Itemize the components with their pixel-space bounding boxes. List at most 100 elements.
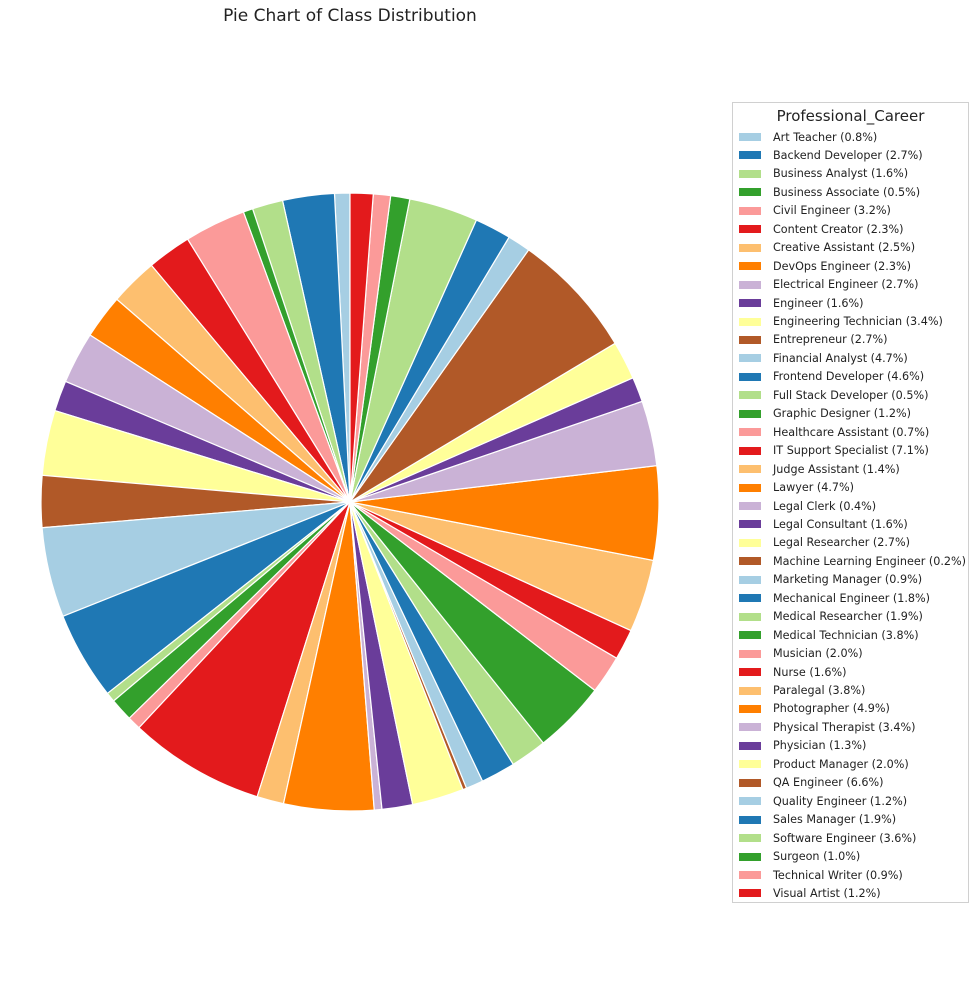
legend-label: Medical Technician (3.8%) — [773, 628, 919, 642]
legend-swatch — [739, 649, 761, 658]
legend-label: Machine Learning Engineer (0.2%) — [773, 554, 967, 568]
legend-item: Physician (1.3%) — [739, 738, 866, 754]
legend-swatch — [739, 852, 761, 861]
legend-label: Software Engineer (3.6%) — [773, 831, 917, 845]
legend-item: Backend Developer (2.7%) — [739, 147, 923, 163]
legend-item: Visual Artist (1.2%) — [739, 885, 881, 901]
chart-title: Pie Chart of Class Distribution — [223, 6, 477, 26]
legend-swatch — [739, 741, 761, 750]
legend-label: Legal Clerk (0.4%) — [773, 499, 877, 513]
legend-item: Lawyer (4.7%) — [739, 480, 854, 496]
legend-swatch — [739, 299, 761, 308]
legend-label: Full Stack Developer (0.5%) — [773, 388, 929, 402]
legend-swatch — [739, 704, 761, 713]
legend-label: Business Associate (0.5%) — [773, 185, 921, 199]
legend-swatch — [739, 409, 761, 418]
legend-swatch — [739, 889, 761, 898]
legend-item: Legal Researcher (2.7%) — [739, 535, 910, 551]
legend-swatch — [739, 262, 761, 271]
legend-label: Judge Assistant (1.4%) — [773, 462, 900, 476]
legend-item: Quality Engineer (1.2%) — [739, 793, 907, 809]
legend-swatch — [739, 575, 761, 584]
legend-swatch — [739, 280, 761, 289]
legend-label: Physician (1.3%) — [773, 739, 867, 753]
legend-label: Electrical Engineer (2.7%) — [773, 278, 919, 292]
legend-item: Photographer (4.9%) — [739, 701, 890, 717]
legend-label: Marketing Manager (0.9%) — [773, 573, 923, 587]
legend-swatch — [739, 354, 761, 363]
legend-swatch — [739, 668, 761, 677]
legend-item: Technical Writer (0.9%) — [739, 867, 903, 883]
legend-swatch — [739, 169, 761, 178]
legend-label: Creative Assistant (2.5%) — [773, 241, 916, 255]
legend-title: Professional_Career — [776, 107, 925, 125]
legend-swatch — [739, 631, 761, 640]
legend-swatch — [739, 612, 761, 621]
legend-item: Legal Consultant (1.6%) — [739, 516, 908, 532]
legend-item: Engineer (1.6%) — [739, 295, 864, 311]
legend-label: Civil Engineer (3.2%) — [773, 204, 891, 218]
legend-label: Healthcare Assistant (0.7%) — [773, 425, 930, 439]
legend-item: Art Teacher (0.8%) — [739, 129, 877, 145]
legend-label: Lawyer (4.7%) — [773, 481, 855, 495]
legend-item: Creative Assistant (2.5%) — [739, 240, 915, 256]
legend-item: Medical Technician (3.8%) — [739, 627, 919, 643]
legend-swatch — [739, 225, 761, 234]
legend-swatch — [739, 594, 761, 603]
legend-item: Product Manager (2.0%) — [739, 756, 909, 772]
legend-label: Art Teacher (0.8%) — [773, 130, 878, 144]
legend-label: Sales Manager (1.9%) — [773, 813, 897, 827]
pie-slice-visual-artist — [349, 192, 374, 503]
legend-item: DevOps Engineer (2.3%) — [739, 258, 911, 274]
legend-swatch — [739, 723, 761, 732]
legend-item: Civil Engineer (3.2%) — [739, 203, 891, 219]
pie-slice-it-support-specialist — [138, 501, 351, 798]
legend-swatch — [739, 151, 761, 160]
legend-swatch — [739, 815, 761, 824]
legend-label: Quality Engineer (1.2%) — [773, 794, 908, 808]
legend-swatch — [739, 446, 761, 455]
legend-swatch — [739, 520, 761, 529]
legend-swatch — [739, 797, 761, 806]
legend-swatch — [739, 133, 761, 141]
legend-item: Business Analyst (1.6%) — [739, 166, 908, 182]
legend-item: Machine Learning Engineer (0.2%) — [739, 553, 966, 569]
legend-swatch — [739, 206, 761, 215]
pie-chart — [40, 192, 660, 812]
legend-label: QA Engineer (6.6%) — [773, 776, 884, 790]
legend-label: Paralegal (3.8%) — [773, 684, 866, 697]
legend-label: DevOps Engineer (2.3%) — [773, 259, 911, 273]
legend-item: Software Engineer (3.6%) — [739, 830, 916, 846]
legend-label: Visual Artist (1.2%) — [773, 886, 881, 900]
legend-swatch — [739, 428, 761, 437]
legend-label: Financial Analyst (4.7%) — [773, 351, 908, 365]
legend-item: Entrepreneur (2.7%) — [739, 332, 888, 348]
legend-item: Mechanical Engineer (1.8%) — [739, 590, 930, 606]
legend-label: Frontend Developer (4.6%) — [773, 370, 925, 384]
legend-item: Electrical Engineer (2.7%) — [739, 277, 919, 293]
legend-item: Physical Therapist (3.4%) — [739, 719, 915, 735]
legend-item: Business Associate (0.5%) — [739, 184, 920, 200]
legend-item: Content Creator (2.3%) — [739, 221, 904, 237]
legend-label: Physical Therapist (3.4%) — [773, 720, 916, 734]
legend-label: Technical Writer (0.9%) — [773, 868, 903, 882]
legend-label: Business Analyst (1.6%) — [773, 167, 909, 181]
legend-swatch — [739, 538, 761, 547]
legend-item: Judge Assistant (1.4%) — [739, 461, 900, 477]
legend-item: Full Stack Developer (0.5%) — [739, 387, 928, 403]
legend-item: QA Engineer (6.6%) — [739, 775, 884, 791]
legend-item: Nurse (1.6%) — [739, 664, 846, 680]
legend-swatch — [739, 391, 761, 400]
legend-item: Marketing Manager (0.9%) — [739, 572, 922, 588]
legend-label: Backend Developer (2.7%) — [773, 148, 923, 162]
legend-swatch — [739, 243, 761, 252]
legend-label: Product Manager (2.0%) — [773, 757, 909, 771]
legend-swatch — [739, 834, 761, 843]
legend: Professional_Career Art Teacher (0.8%) Ba… — [732, 102, 969, 903]
pie-slice-qa-engineer — [349, 249, 616, 503]
legend-label: Engineer (1.6%) — [773, 296, 864, 310]
legend-swatch — [739, 465, 761, 474]
legend-item: IT Support Specialist (7.1%) — [739, 443, 929, 459]
legend-item: Legal Clerk (0.4%) — [739, 498, 876, 514]
legend-item: Healthcare Assistant (0.7%) — [739, 424, 929, 440]
